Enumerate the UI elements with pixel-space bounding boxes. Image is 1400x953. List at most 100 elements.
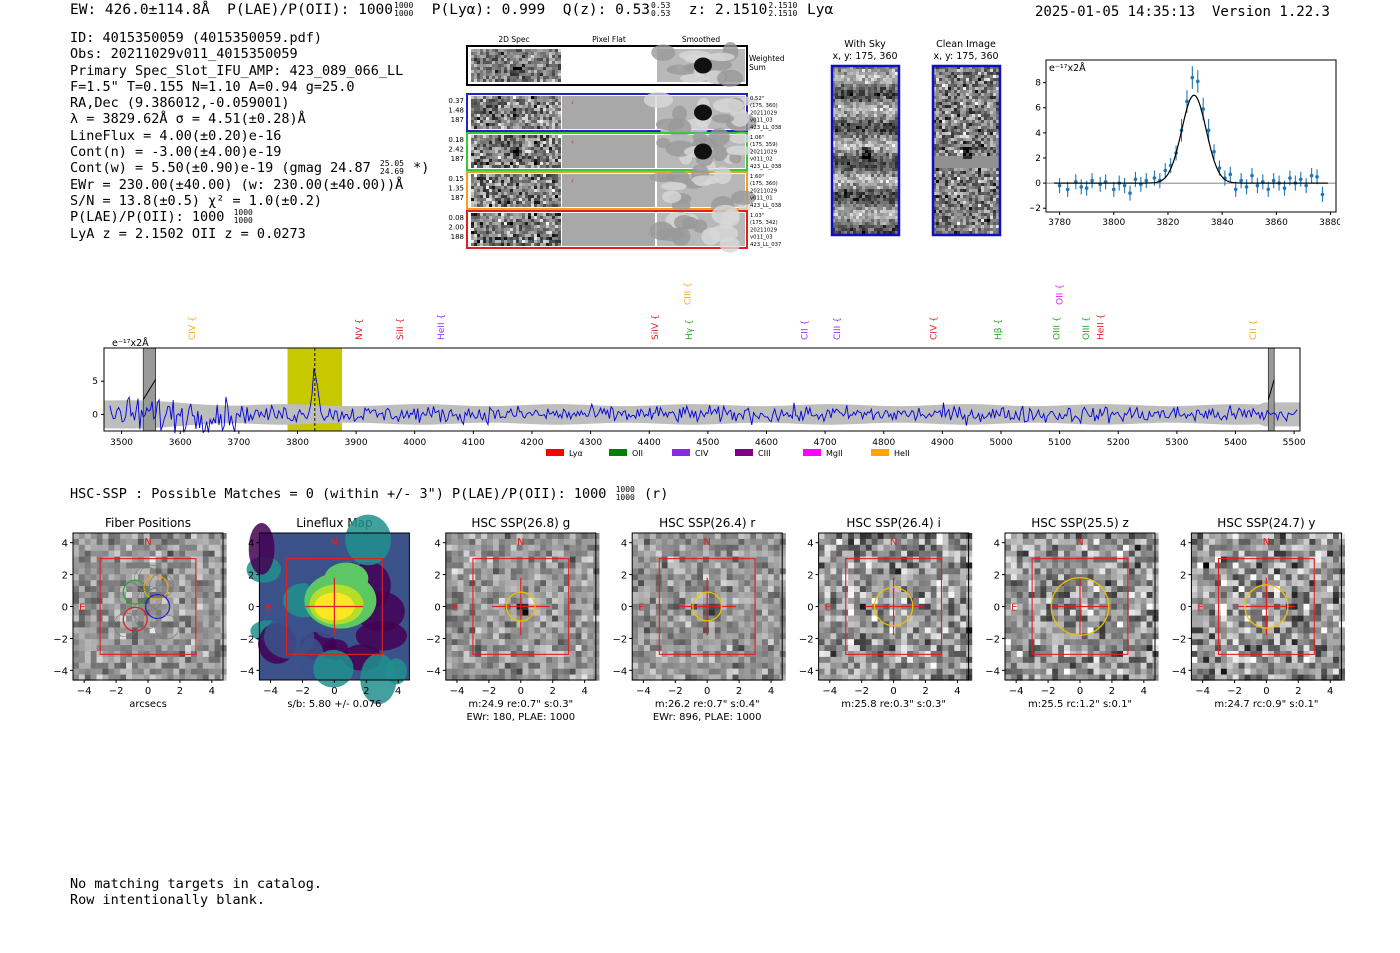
- sky-pixel: [841, 129, 844, 132]
- sky-pixel: [990, 225, 993, 228]
- sky-pixel: [838, 222, 841, 225]
- noise-pixel: [531, 73, 534, 76]
- noise-pixel: [492, 108, 495, 111]
- sky-pixel: [880, 231, 883, 234]
- noise-pixel: [537, 177, 540, 180]
- noise-pixel: [474, 240, 477, 243]
- sky-pixel: [832, 111, 835, 114]
- sky-pixel: [838, 216, 841, 219]
- sky-pixel: [892, 153, 895, 156]
- noise-pixel: [534, 52, 537, 55]
- sky-pixel: [963, 126, 966, 129]
- noise-pixel: [510, 117, 513, 120]
- noise-pixel: [543, 231, 546, 234]
- sky-pixel: [933, 150, 936, 153]
- noise-pixel: [558, 58, 561, 61]
- sky-pixel: [963, 111, 966, 114]
- sky-pixel: [966, 102, 969, 105]
- sky-pixel: [850, 132, 853, 135]
- noise-pixel: [501, 76, 504, 79]
- sky-pixel: [954, 225, 957, 228]
- sky-pixel: [936, 177, 939, 180]
- noise-pixel: [555, 213, 558, 216]
- noise-pixel: [477, 222, 480, 225]
- image-pixel: [196, 550, 203, 557]
- cutout-pixelflat: ‹: [562, 135, 655, 168]
- image-pixel: [214, 621, 221, 628]
- sky-pixel: [951, 219, 954, 222]
- image-pixel: [120, 544, 127, 551]
- fit-axes-frame: [1045, 59, 1337, 213]
- noise-pixel: [489, 144, 492, 147]
- sky-pixel: [984, 72, 987, 75]
- noise-pixel: [522, 183, 525, 186]
- sky-pixel: [951, 84, 954, 87]
- sky-pixel: [862, 66, 865, 69]
- sky-pixel: [868, 75, 871, 78]
- sky-pixel: [987, 102, 990, 105]
- sky-pixel: [948, 72, 951, 75]
- sky-pixel: [844, 171, 847, 174]
- clean-image-title: Clean Image: [936, 39, 996, 50]
- sky-pixel: [984, 114, 987, 117]
- sky-pixel: [972, 201, 975, 204]
- sky-pixel: [880, 135, 883, 138]
- sky-pixel: [841, 198, 844, 201]
- noise-pixel: [546, 198, 549, 201]
- noise-pixel: [531, 70, 534, 73]
- sky-pixel: [951, 228, 954, 231]
- sky-pixel: [841, 93, 844, 96]
- noise-pixel: [471, 165, 474, 168]
- sky-pixel: [945, 132, 948, 135]
- noise-pixel: [492, 79, 495, 82]
- image-pixel: [102, 556, 109, 563]
- sky-pixel: [990, 141, 993, 144]
- noise-pixel: [555, 150, 558, 153]
- noise-pixel: [513, 141, 516, 144]
- sky-pixel: [841, 66, 844, 69]
- noise-pixel: [489, 61, 492, 64]
- sky-pixel: [948, 114, 951, 117]
- noise-pixel: [558, 117, 561, 120]
- sky-pixel: [865, 204, 868, 207]
- noise-pixel: [471, 216, 474, 219]
- sky-pixel: [981, 114, 984, 117]
- sky-pixel: [957, 156, 960, 159]
- sky-pixel: [972, 93, 975, 96]
- noise-pixel: [507, 70, 510, 73]
- sky-pixel: [895, 99, 898, 102]
- noise-pixel: [513, 150, 516, 153]
- noise-pixel: [513, 183, 516, 186]
- image-pixel: [78, 633, 85, 640]
- noise-pixel: [504, 186, 507, 189]
- sky-pixel: [859, 195, 862, 198]
- image-pixel: [208, 621, 215, 628]
- sky-pixel: [853, 204, 856, 207]
- noise-pixel: [477, 55, 480, 58]
- noise-pixel: [543, 180, 546, 183]
- noise-pixel: [477, 237, 480, 240]
- sky-pixel: [862, 168, 865, 171]
- noise-pixel: [483, 73, 486, 76]
- hsc-summary-end: (r): [635, 486, 669, 502]
- noise-pixel: [537, 144, 540, 147]
- image-pixel: [179, 556, 186, 563]
- image-pixel: [191, 603, 198, 610]
- col-header-2dspec: 2D Spec: [498, 35, 529, 44]
- noise-pixel: [495, 216, 498, 219]
- noise-pixel: [549, 216, 552, 219]
- sky-pixel: [841, 165, 844, 168]
- sky-pixel: [939, 231, 942, 234]
- image-pixel: [167, 556, 174, 563]
- sky-pixel: [841, 81, 844, 84]
- with-sky-coords: x, y: 175, 360: [832, 51, 897, 62]
- sky-pixel: [981, 75, 984, 78]
- noise-pixel: [531, 120, 534, 123]
- sky-pixel: [966, 147, 969, 150]
- sky-pixel: [939, 129, 942, 132]
- noise-pixel: [483, 156, 486, 159]
- noise-pixel: [528, 177, 531, 180]
- noise-pixel: [489, 162, 492, 165]
- sky-pixel: [978, 192, 981, 195]
- noise-pixel: [516, 219, 519, 222]
